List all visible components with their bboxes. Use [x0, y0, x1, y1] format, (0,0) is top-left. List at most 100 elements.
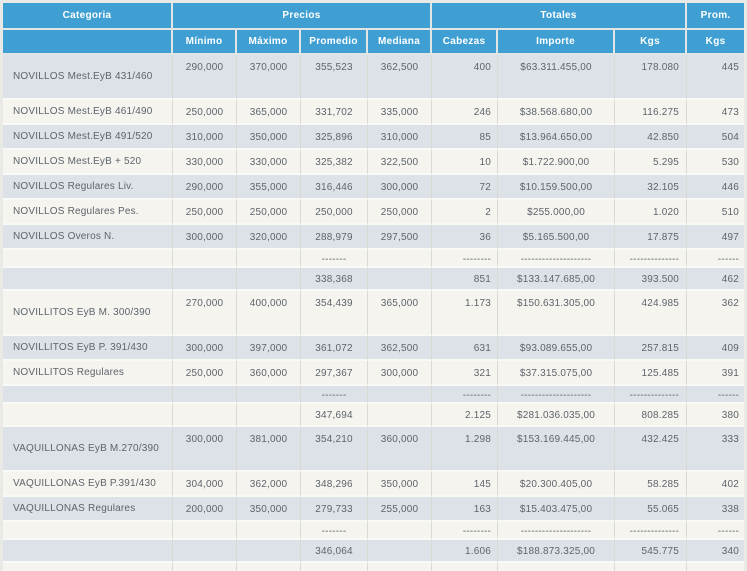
cell-mediana: 360,000	[368, 427, 433, 472]
cell-promedio: 338,368	[301, 268, 368, 291]
cell-categoria: NOVILLOS Overos N.	[3, 225, 173, 250]
cell-importe	[498, 563, 616, 571]
cell-maximo: 381,000	[237, 427, 301, 472]
cell-promedio: 348,296	[301, 472, 368, 497]
table-row-data: NOVILLITOS Regulares 250,000 360,000 297,36…	[3, 361, 745, 386]
cell-kgs: 17.875	[615, 225, 688, 250]
cell-importe: $38.568.680,00	[498, 100, 616, 125]
cell-maximo: 400,000	[237, 291, 301, 336]
cell-kgs: --------------	[615, 522, 688, 540]
cell-minimo	[173, 250, 237, 268]
table-row-dashes: ------- -------- -------------------- -----…	[3, 522, 745, 540]
column-header-mediana: Mediana	[368, 30, 433, 55]
cell-importe: $281.036.035,00	[498, 404, 616, 427]
cell-cabezas	[432, 563, 499, 571]
cell-minimo: 290,000	[173, 175, 237, 200]
table-row-data: NOVILLITOS EyB P. 391/430 300,000 397,000 3…	[3, 336, 745, 361]
cell-mediana: 300,000	[368, 175, 433, 200]
cell-minimo	[173, 386, 237, 404]
cell-mediana	[368, 250, 433, 268]
cell-kgs: 58.285	[615, 472, 688, 497]
cell-maximo	[237, 268, 301, 291]
cell-categoria	[3, 268, 173, 291]
cell-minimo	[173, 404, 237, 427]
table-row-data: NOVILLOS Mest.EyB 431/460 290,000 370,000 3…	[3, 55, 745, 100]
cell-promedio: 279,733	[301, 497, 368, 522]
cell-maximo: 365,000	[237, 100, 301, 125]
cell-minimo: 300,000	[173, 225, 237, 250]
cell-kgs: 178.080	[615, 55, 688, 100]
cell-cabezas: 10	[432, 150, 499, 175]
cell-cabezas: 2	[432, 200, 499, 225]
table-body: NOVILLOS Mest.EyB 431/460 290,000 370,000 3…	[3, 55, 745, 571]
cell-categoria: VAQUILLONAS Regulares	[3, 497, 173, 522]
cell-promedio: 355,523	[301, 55, 368, 100]
cell-cabezas: --------	[432, 522, 499, 540]
cell-categoria: NOVILLOS Regulares Liv.	[3, 175, 173, 200]
cell-categoria	[3, 563, 173, 571]
group-header-prom: Prom.	[687, 3, 745, 30]
cell-maximo	[237, 386, 301, 404]
cell-cabezas: 72	[432, 175, 499, 200]
cell-prom-kgs: 445	[687, 55, 745, 100]
cell-categoria: NOVILLOS Mest.EyB 491/520	[3, 125, 173, 150]
cell-promedio: 288,979	[301, 225, 368, 250]
cell-cabezas: 246	[432, 100, 499, 125]
cell-prom-kgs: 391	[687, 361, 745, 386]
cell-maximo	[237, 563, 301, 571]
cell-prom-kgs: 446	[687, 175, 745, 200]
cell-categoria: VAQUILLONAS EyB M.270/390	[3, 427, 173, 472]
cell-kgs: 42.850	[615, 125, 688, 150]
cell-importe: $1.722.900,00	[498, 150, 616, 175]
cell-prom-kgs: 497	[687, 225, 745, 250]
cell-promedio: 297,367	[301, 361, 368, 386]
cell-maximo	[237, 522, 301, 540]
cell-prom-kgs: 402	[687, 472, 745, 497]
column-header-minimo: Mínimo	[173, 30, 237, 55]
cell-maximo: 355,000	[237, 175, 301, 200]
cell-promedio: 316,446	[301, 175, 368, 200]
cell-mediana: 250,000	[368, 200, 433, 225]
cell-cabezas: 36	[432, 225, 499, 250]
cell-categoria	[3, 386, 173, 404]
cell-importe: --------------------	[498, 386, 616, 404]
cell-importe: $13.964.650,00	[498, 125, 616, 150]
cell-cabezas: 321	[432, 361, 499, 386]
cell-maximo: 350,000	[237, 125, 301, 150]
cell-importe: $10.159.500,00	[498, 175, 616, 200]
cell-categoria: NOVILLOS Mest.EyB 461/490	[3, 100, 173, 125]
cell-cabezas: 1.173	[432, 291, 499, 336]
header-group-row: Categoria Precios Totales Prom.	[3, 3, 745, 30]
cell-maximo: 350,000	[237, 497, 301, 522]
cell-kgs: 55.065	[615, 497, 688, 522]
cell-maximo	[237, 250, 301, 268]
table-row-data: VAQUILLONAS EyB M.270/390 300,000 381,000 3…	[3, 427, 745, 472]
cell-maximo: 360,000	[237, 361, 301, 386]
cell-mediana: 255,000	[368, 497, 433, 522]
cell-promedio: 346,064	[301, 540, 368, 563]
cell-minimo: 310,000	[173, 125, 237, 150]
cell-mediana: 362,500	[368, 336, 433, 361]
cell-mediana: 365,000	[368, 291, 433, 336]
cell-minimo: 200,000	[173, 497, 237, 522]
cell-cabezas: --------	[432, 250, 499, 268]
cell-minimo	[173, 540, 237, 563]
cell-cabezas: 851	[432, 268, 499, 291]
cell-kgs: 125.485	[615, 361, 688, 386]
cell-prom-kgs: 473	[687, 100, 745, 125]
cell-maximo: 362,000	[237, 472, 301, 497]
column-header-categoria	[3, 30, 173, 55]
cell-categoria	[3, 522, 173, 540]
cell-cabezas: 2.125	[432, 404, 499, 427]
cell-cabezas: 631	[432, 336, 499, 361]
cell-minimo: 250,000	[173, 200, 237, 225]
cell-prom-kgs: 338	[687, 497, 745, 522]
cell-prom-kgs	[687, 563, 745, 571]
cell-minimo: 300,000	[173, 336, 237, 361]
cell-categoria: VAQUILLONAS EyB P.391/430	[3, 472, 173, 497]
cell-prom-kgs: 504	[687, 125, 745, 150]
cell-importe: $20.300.405,00	[498, 472, 616, 497]
cell-promedio: 250,000	[301, 200, 368, 225]
cell-categoria: NOVILLOS Mest.EyB 431/460	[3, 55, 173, 100]
cell-promedio: -------	[301, 522, 368, 540]
